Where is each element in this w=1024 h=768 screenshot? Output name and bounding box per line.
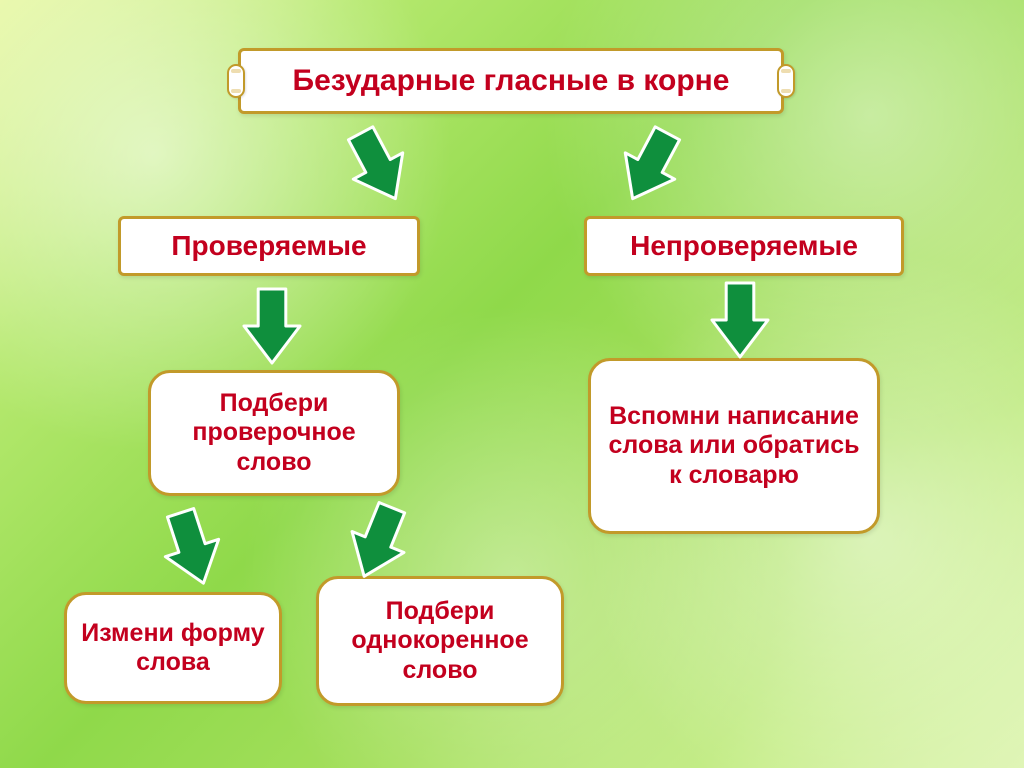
- arrow-icon: [605, 117, 695, 214]
- pick-check-word-node: Подбери проверочное слово: [148, 370, 400, 496]
- scroll-cap-right: [777, 64, 795, 98]
- pick-check-word-label: Подбери проверочное слово: [161, 389, 387, 478]
- title-node: Безударные гласные в корне: [238, 48, 784, 114]
- change-form-node: Измени форму слова: [64, 592, 282, 704]
- arrow-icon: [242, 287, 302, 365]
- remember-spelling-label: Вспомни написание слова или обратись к с…: [601, 402, 867, 491]
- flowchart-stage: Безударные гласные в корне Проверяемые Н…: [0, 0, 1024, 768]
- pick-cognate-node: Подбери однокоренное слово: [316, 576, 564, 706]
- uncheckable-node: Непроверяемые: [584, 216, 904, 276]
- checkable-node: Проверяемые: [118, 216, 420, 276]
- change-form-label: Измени форму слова: [77, 619, 269, 678]
- pick-cognate-label: Подбери однокоренное слово: [329, 597, 551, 686]
- arrow-icon: [333, 117, 423, 214]
- uncheckable-label: Непроверяемые: [630, 229, 858, 262]
- arrow-icon: [710, 281, 770, 359]
- scroll-cap-left: [227, 64, 245, 98]
- checkable-label: Проверяемые: [171, 229, 366, 262]
- title-label: Безударные гласные в корне: [293, 63, 730, 98]
- remember-spelling-node: Вспомни написание слова или обратись к с…: [588, 358, 880, 534]
- arrow-icon: [151, 502, 232, 595]
